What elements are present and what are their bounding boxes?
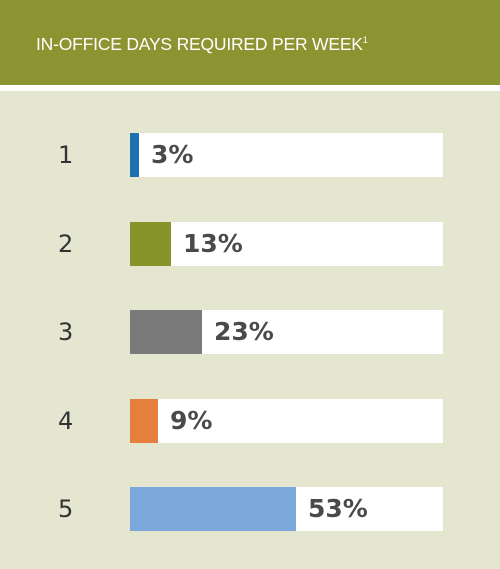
value-label-4: 9%	[170, 406, 213, 435]
category-label-1: 1	[58, 141, 74, 169]
chart-header: IN-OFFICE DAYS REQUIRED PER WEEK1	[0, 0, 500, 85]
bar-5	[130, 487, 296, 531]
category-label-5: 5	[58, 495, 74, 523]
value-label-3: 23%	[214, 317, 274, 346]
bar-3	[130, 310, 202, 354]
bar-track-4	[130, 399, 443, 443]
value-label-1: 3%	[151, 140, 194, 169]
bar-2	[130, 222, 171, 266]
bar-track-1	[130, 133, 443, 177]
bar-1	[130, 133, 139, 177]
bar-4	[130, 399, 158, 443]
header-divider	[0, 85, 500, 91]
value-label-5: 53%	[308, 494, 368, 523]
chart-title-text: IN-OFFICE DAYS REQUIRED PER WEEK	[36, 34, 363, 54]
value-label-2: 13%	[183, 229, 243, 258]
category-label-3: 3	[58, 318, 74, 346]
chart-title: IN-OFFICE DAYS REQUIRED PER WEEK1	[36, 34, 368, 55]
category-label-4: 4	[58, 407, 74, 435]
bar-track-2	[130, 222, 443, 266]
category-label-2: 2	[58, 230, 74, 258]
title-footnote: 1	[362, 35, 368, 46]
